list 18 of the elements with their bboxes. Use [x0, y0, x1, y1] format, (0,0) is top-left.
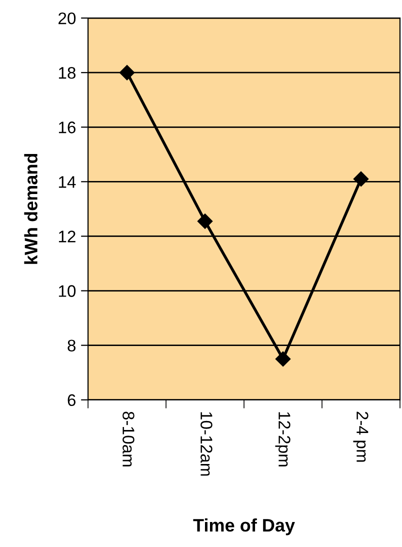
y-tick-label: 6 [68, 394, 76, 406]
x-axis-title: Time of Day [193, 518, 295, 536]
y-axis-title: kWh demand [24, 154, 38, 264]
point [119, 65, 135, 80]
y-tick-label: 10 [58, 285, 76, 297]
y-tick-label: 12 [58, 230, 76, 242]
x-tick-label: 2-4 pm [353, 412, 368, 462]
point [353, 171, 369, 187]
y-tick-label: 20 [58, 12, 76, 24]
x-tick-label: 12-2pm [275, 412, 290, 466]
y-tick-label: 8 [68, 340, 76, 352]
y-tick-label: 18 [58, 66, 76, 79]
x-tick-label: 10-12am [200, 412, 212, 476]
point [275, 351, 291, 367]
x-tick-label: 8-10am [122, 412, 134, 466]
y-tick-label: 16 [58, 122, 76, 134]
y-tick-label: 14 [58, 176, 76, 188]
point [197, 214, 213, 229]
